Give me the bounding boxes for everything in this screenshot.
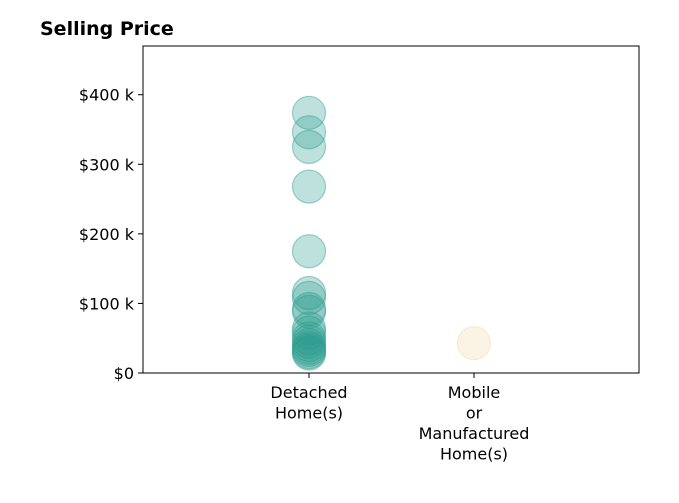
data-point	[291, 315, 327, 350]
data-point	[291, 321, 327, 356]
y-tick-label: $100 k	[79, 294, 135, 313]
x-tick-label: Home(s)	[440, 445, 508, 464]
data-point	[291, 294, 327, 329]
y-axis: $0 $100 k $200 k $300 k $400 k	[79, 86, 143, 383]
data-point	[291, 234, 327, 269]
x-tick-label: Manufactured	[419, 424, 530, 443]
data-point	[291, 332, 327, 368]
data-point	[291, 115, 327, 150]
data-point	[291, 335, 327, 370]
plot-area	[142, 45, 640, 374]
data-point	[291, 328, 327, 363]
data-point	[291, 275, 327, 311]
data-point	[291, 330, 327, 366]
data-point	[291, 95, 327, 130]
y-tick-label: $300 k	[79, 155, 135, 174]
data-points	[291, 95, 492, 371]
data-point	[456, 325, 492, 361]
data-point	[291, 336, 327, 371]
data-point	[291, 280, 327, 315]
y-tick-label: $0	[114, 364, 134, 383]
x-tick-label: Home(s)	[275, 404, 343, 423]
data-point	[291, 311, 327, 346]
data-point	[291, 291, 327, 327]
y-tick-label: $200 k	[79, 225, 135, 244]
chart-title: Selling Price	[40, 18, 174, 40]
y-tick-label: $400 k	[79, 86, 135, 105]
data-point	[291, 129, 327, 164]
data-point	[291, 169, 327, 204]
x-tick-label: Mobile	[448, 383, 500, 402]
data-point	[291, 324, 327, 359]
x-tick-label: Detached	[270, 383, 347, 402]
x-tick-label: or	[466, 404, 483, 423]
